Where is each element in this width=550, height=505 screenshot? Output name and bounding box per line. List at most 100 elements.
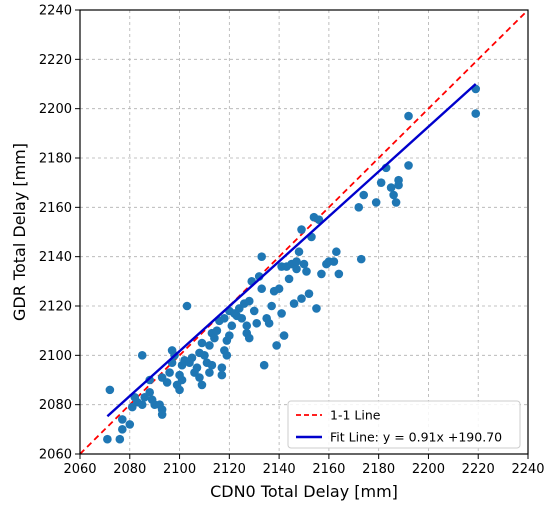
y-tick-label: 2220 [39, 53, 72, 68]
data-point [404, 161, 413, 170]
data-points [103, 84, 481, 444]
data-point [244, 333, 254, 343]
data-point [394, 180, 403, 190]
data-point [205, 341, 214, 350]
data-point [329, 257, 339, 266]
y-axis-ticks: 2060 2080 2100 2120 2140 2160 2180 2200 2220 2240 [39, 4, 80, 463]
data-point [225, 331, 234, 340]
data-point [302, 267, 311, 276]
data-point [157, 410, 167, 419]
y-tick-label: 2080 [39, 398, 72, 413]
y-tick-label: 2120 [39, 300, 72, 315]
x-tick-label: 2160 [312, 462, 345, 477]
data-point [137, 351, 147, 360]
data-point [274, 284, 284, 294]
data-point [272, 341, 281, 350]
data-point [279, 331, 289, 340]
data-point [292, 257, 301, 266]
data-point [165, 368, 174, 377]
data-point [118, 425, 127, 434]
data-point [227, 321, 237, 331]
data-point [284, 274, 294, 284]
legend-box [287, 400, 521, 449]
legend: 1-1 Line Fit Line: y = 0.91x +190.70 [287, 400, 521, 449]
data-point [212, 326, 222, 335]
data-point [145, 375, 154, 385]
data-point [304, 289, 314, 298]
y-tick-label: 2160 [39, 201, 72, 216]
data-point [252, 318, 262, 328]
x-axis-ticks: 2060 2080 2100 2120 2140 2160 2180 2200 2220 2240 [63, 454, 545, 477]
data-point [257, 284, 266, 294]
data-point [471, 109, 481, 118]
legend-label-one-to-one: 1-1 Line [330, 408, 381, 423]
data-point [105, 385, 115, 395]
data-point [354, 203, 364, 212]
data-point [376, 178, 386, 187]
data-point [289, 299, 299, 308]
legend-label-fit-line: Fit Line: y = 0.91x +190.70 [330, 430, 502, 445]
data-point [125, 420, 135, 429]
data-point [312, 304, 321, 313]
data-point [299, 259, 309, 269]
data-point [249, 306, 259, 316]
y-tick-label: 2180 [39, 152, 72, 167]
y-tick-label: 2100 [39, 349, 72, 364]
data-point [237, 314, 247, 323]
fit-line-layer [106, 83, 477, 418]
x-tick-label: 2240 [511, 462, 544, 477]
data-point [404, 111, 413, 121]
data-point [217, 370, 227, 380]
x-tick-label: 2180 [362, 462, 395, 477]
x-tick-label: 2100 [163, 462, 196, 477]
data-point [317, 269, 326, 279]
data-point [200, 351, 209, 360]
x-tick-label: 2200 [412, 462, 445, 477]
fit-line [106, 83, 477, 418]
data-point [386, 183, 396, 192]
x-axis-label: CDN0 Total Delay [mm] [210, 482, 398, 501]
data-point [389, 190, 398, 200]
data-point [292, 264, 301, 274]
x-tick-label: 2080 [113, 462, 146, 477]
data-point [103, 434, 112, 444]
data-point [197, 380, 207, 390]
data-point [220, 314, 229, 323]
y-tick-label: 2200 [39, 102, 72, 117]
data-point [115, 434, 125, 444]
data-point [182, 301, 192, 311]
grid-lines [79, 9, 529, 455]
data-point [391, 198, 401, 207]
data-point [145, 388, 154, 397]
data-point [175, 385, 184, 395]
data-point [187, 353, 197, 363]
data-point [356, 254, 366, 264]
data-point [259, 360, 269, 370]
x-tick-label: 2060 [63, 462, 96, 477]
x-tick-label: 2120 [213, 462, 246, 477]
data-point [197, 338, 207, 348]
data-point [210, 333, 219, 343]
data-point [294, 247, 304, 257]
data-point [162, 378, 172, 387]
data-point [137, 400, 147, 409]
data-point [205, 368, 214, 377]
data-point [118, 415, 127, 424]
data-point [222, 351, 232, 360]
y-tick-label: 2240 [39, 4, 72, 19]
y-axis-label: GDR Total Delay [mm] [10, 143, 29, 321]
data-point [359, 190, 369, 200]
data-point [195, 373, 204, 382]
x-tick-label: 2140 [263, 462, 296, 477]
data-point [371, 198, 381, 207]
x-tick-label: 2220 [462, 462, 495, 477]
data-point [297, 294, 306, 303]
data-point [242, 321, 252, 331]
data-point [257, 252, 266, 261]
data-point [267, 301, 276, 311]
data-point [314, 215, 324, 224]
data-point [177, 375, 187, 385]
data-point [192, 363, 202, 372]
data-point [334, 269, 344, 279]
